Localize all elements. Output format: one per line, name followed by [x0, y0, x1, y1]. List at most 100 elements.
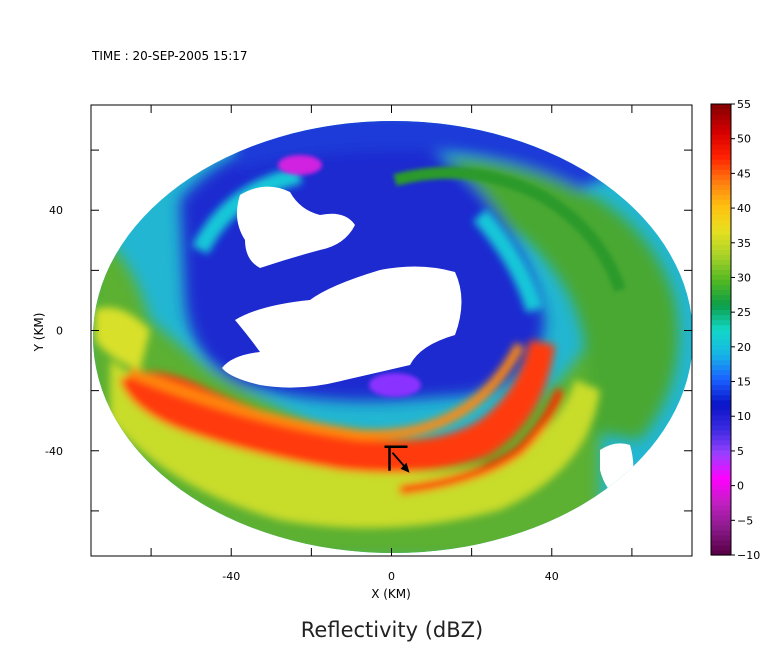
colorbar-segment	[711, 444, 731, 451]
storm-motion-marker	[384, 445, 410, 473]
colorbar-segment	[711, 109, 731, 115]
colorbar-segment	[711, 219, 731, 225]
colorbar-tick-label: 55	[737, 98, 751, 111]
colorbar-segment	[711, 104, 731, 110]
colorbar-segment	[711, 329, 731, 336]
colorbar-segment	[711, 434, 731, 441]
colorbar-segment	[711, 149, 731, 155]
colorbar-segment	[711, 144, 731, 150]
echo-red-band	[120, 340, 555, 473]
y-tick-label: 40	[49, 204, 63, 217]
x-axis-title: X (KM)	[371, 587, 411, 601]
colorbar-segment	[711, 399, 731, 406]
colorbar-segment	[711, 459, 731, 466]
colorbar-segment	[711, 184, 731, 190]
colorbar-segment	[711, 299, 731, 306]
colorbar-segment	[711, 159, 731, 165]
colorbar-frame	[710, 103, 732, 556]
colorbar-tick-label: 5	[737, 445, 744, 458]
colorbar-segment	[711, 164, 731, 170]
colorbar-segment	[711, 269, 731, 275]
colorbar-segment	[711, 504, 731, 511]
marker-arrow-head	[400, 462, 410, 473]
colorbar-segment	[711, 419, 731, 426]
colorbar-segment	[711, 544, 731, 551]
no-echo-east	[600, 443, 634, 500]
colorbar-segment	[711, 379, 731, 386]
colorbar-segment	[711, 309, 731, 316]
colorbar-segment	[711, 289, 731, 296]
colorbar-segment	[711, 139, 731, 145]
echo-green-northeast	[380, 158, 679, 440]
colorbar-segment	[711, 124, 731, 130]
colorbar-segment	[711, 464, 731, 471]
echo-yellow-band	[110, 360, 600, 528]
colorbar-tick-label: 30	[737, 271, 751, 284]
colorbar-tick-label: 45	[737, 167, 751, 180]
colorbar-segment	[711, 439, 731, 446]
colorbar-tick-label: 15	[737, 376, 751, 389]
colorbar-segment	[711, 254, 731, 260]
colorbar-segment	[711, 394, 731, 401]
no-echo-center	[222, 266, 462, 388]
colorbar-segment	[711, 424, 731, 431]
colorbar-segment	[711, 284, 731, 291]
colorbar-segment	[711, 429, 731, 436]
colorbar-segment	[711, 119, 731, 125]
colorbar-segment	[711, 154, 731, 160]
colorbar-segment	[711, 274, 731, 280]
colorbar-segment	[711, 539, 731, 546]
colorbar-tick-label: −10	[737, 549, 760, 562]
colorbar-segment	[711, 509, 731, 516]
time-label: TIME : 20-SEP-2005 15:17	[91, 49, 248, 63]
colorbar-segment	[711, 339, 731, 346]
colorbar-segment	[711, 319, 731, 326]
colorbar-segment	[711, 354, 731, 361]
colorbar-segment	[711, 259, 731, 265]
colorbar-segment	[711, 209, 731, 215]
colorbar-segment	[711, 369, 731, 376]
colorbar-segment	[711, 214, 731, 220]
colorbar-segment	[711, 314, 731, 321]
colorbar-tick-label: −5	[737, 514, 753, 527]
colorbar-segment	[711, 249, 731, 255]
echo-red-streak	[399, 388, 565, 495]
colorbar-segment	[711, 549, 731, 556]
colorbar-segment	[711, 374, 731, 381]
colorbar	[711, 104, 731, 556]
colorbar-segment	[711, 129, 731, 135]
y-axis-tick-labels: -40 0 40	[45, 204, 63, 458]
colorbar-segment	[711, 349, 731, 356]
colorbar-segment	[711, 404, 731, 411]
colorbar-tick-label: 20	[737, 341, 751, 354]
colorbar-tick-label: 35	[737, 237, 751, 250]
x-tick-label: 0	[388, 570, 395, 583]
colorbar-tick-label: 0	[737, 480, 744, 493]
colorbar-tick-label: 40	[737, 202, 751, 215]
colorbar-segment	[711, 474, 731, 481]
colorbar-segment	[711, 169, 731, 175]
colorbar-segment	[711, 114, 731, 120]
colorbar-segment	[711, 359, 731, 366]
colorbar-segment	[711, 134, 731, 140]
colorbar-segment	[711, 519, 731, 526]
colorbar-segment	[711, 234, 731, 240]
colorbar-segment	[711, 534, 731, 541]
colorbar-segment	[711, 304, 731, 311]
colorbar-segment	[711, 294, 731, 301]
y-axis-ticks	[91, 149, 692, 512]
chart-title: Reflectivity (dBZ)	[301, 618, 483, 642]
colorbar-segment	[711, 409, 731, 416]
colorbar-segment	[711, 484, 731, 491]
x-axis-tick-labels: -40 0 40	[222, 570, 559, 583]
colorbar-tick-label: 10	[737, 410, 751, 423]
colorbar-segment	[711, 179, 731, 185]
colorbar-tick-label: 25	[737, 306, 751, 319]
colorbar-segment	[711, 229, 731, 235]
colorbar-segment	[711, 384, 731, 391]
x-tick-label: -40	[222, 570, 240, 583]
no-echo-north	[236, 186, 355, 268]
x-tick-label: 40	[545, 570, 559, 583]
colorbar-segment	[711, 334, 731, 341]
